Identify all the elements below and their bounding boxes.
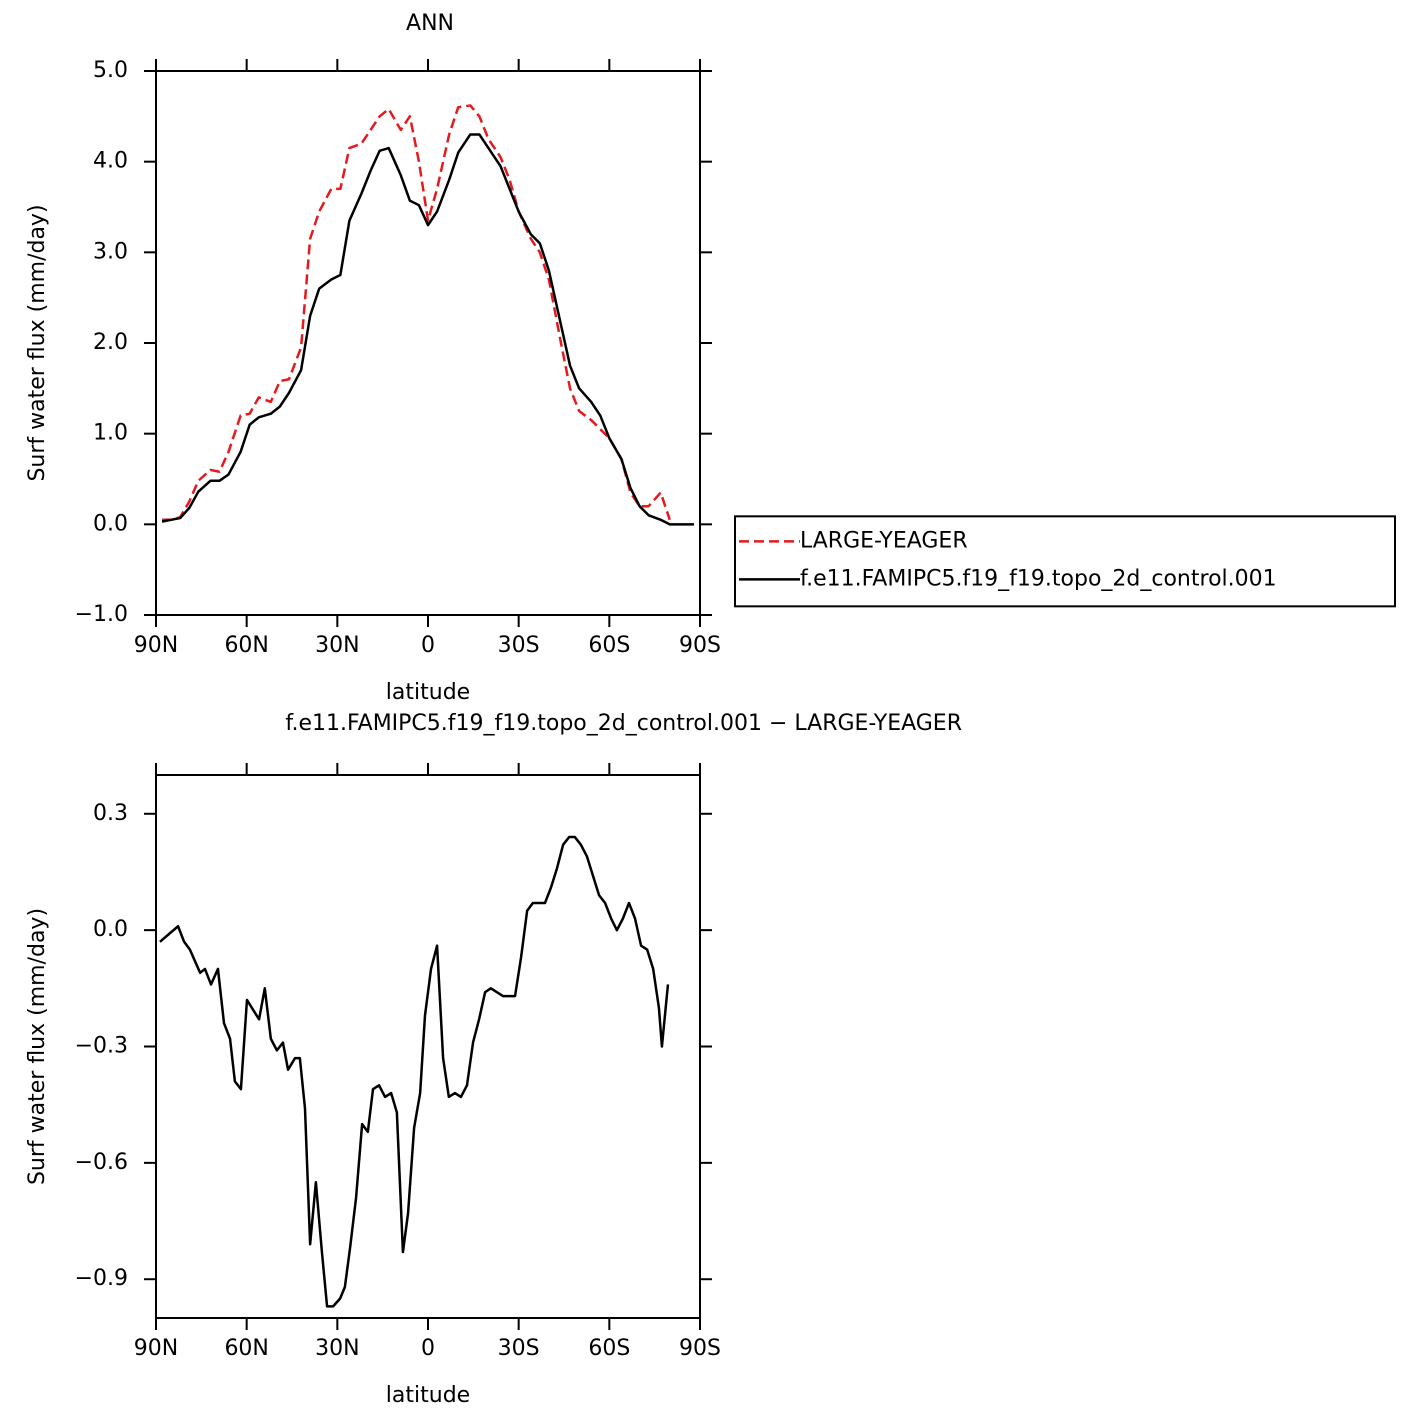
y-tick-label: −1.0 (75, 602, 128, 627)
x-axis-label: latitude (386, 680, 470, 705)
data-line (162, 104, 671, 522)
y-tick-label: 0.0 (93, 511, 128, 536)
legend-box (734, 515, 1396, 608)
legend-label: f.e11.FAMIPC5.f19_f19.topo_2d_control.00… (800, 566, 1277, 591)
y-tick-label: 0.3 (93, 801, 128, 826)
x-tick-label: 60S (588, 1336, 630, 1361)
x-axis-label: latitude (386, 1383, 470, 1408)
y-tick-label: −0.3 (75, 1034, 128, 1059)
x-tick-label: 30S (498, 1336, 540, 1361)
x-tick-label: 90N (134, 633, 178, 658)
legend: LARGE-YEAGER f.e11.FAMIPC5.f19_f19.topo_2… (734, 515, 1396, 608)
y-tick-label: 5.0 (93, 58, 128, 83)
plot-frame (155, 70, 701, 616)
y-tick-label: 1.0 (93, 421, 128, 446)
y-axis-label: Surf water flux (mm/day) (25, 204, 50, 481)
x-tick-label: 30S (498, 633, 540, 658)
y-axis-label: Surf water flux (mm/day) (25, 908, 50, 1185)
x-tick-label: 90N (134, 1336, 178, 1361)
x-tick-label: 0 (421, 633, 435, 658)
chart-title: ANN (406, 11, 454, 36)
y-tick-label: −0.6 (75, 1150, 128, 1175)
x-tick-label: 90S (679, 633, 721, 658)
x-tick-label: 90S (679, 1336, 721, 1361)
data-line (159, 835, 670, 1308)
x-tick-label: 0 (421, 1336, 435, 1361)
y-tick-label: 3.0 (93, 239, 128, 264)
legend-label: LARGE-YEAGER (800, 528, 968, 553)
x-tick-label: 60N (224, 1336, 268, 1361)
y-tick-label: 4.0 (93, 149, 128, 174)
y-tick-label: 2.0 (93, 330, 128, 355)
plot-frame (155, 774, 701, 1319)
x-tick-label: 60N (224, 633, 268, 658)
x-tick-label: 30N (315, 1336, 359, 1361)
y-tick-label: −0.9 (75, 1266, 128, 1291)
data-line (161, 133, 694, 526)
x-tick-label: 30N (315, 633, 359, 658)
chart-title: f.e11.FAMIPC5.f19_f19.topo_2d_control.00… (285, 711, 962, 736)
x-tick-label: 60S (588, 633, 630, 658)
y-tick-label: 0.0 (93, 917, 128, 942)
